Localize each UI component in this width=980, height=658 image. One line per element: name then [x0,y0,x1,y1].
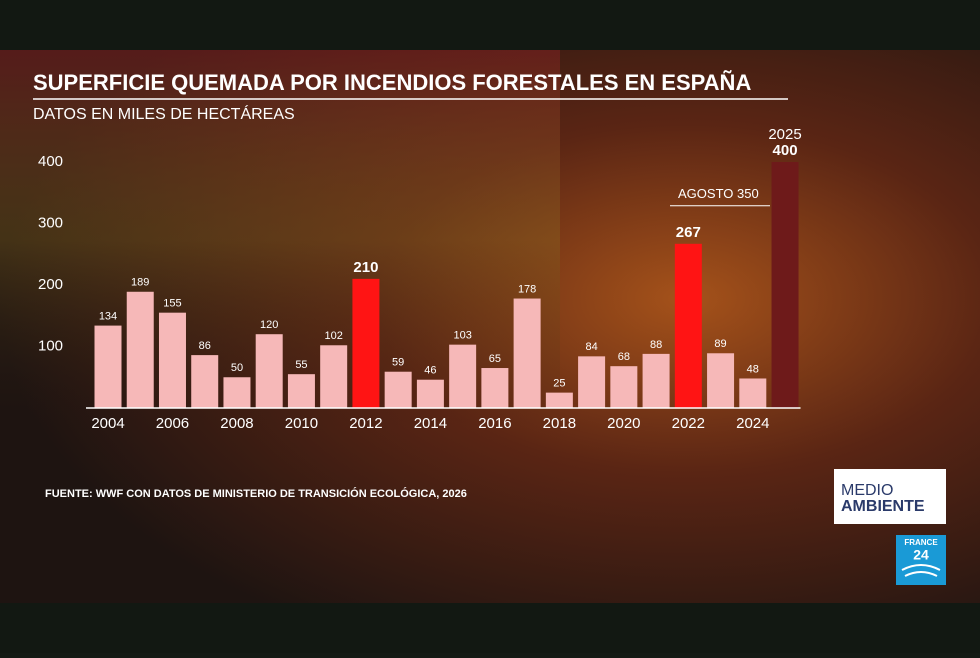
bar [771,162,799,408]
value-label: 59 [392,357,404,369]
value-label: 103 [453,330,471,342]
channel-waves [901,564,941,577]
bar [191,355,219,408]
bar [449,344,477,408]
x-tick-label: 2024 [736,415,769,432]
chart-subtitle: DATOS EN MILES DE HECTÁREAS [33,104,295,123]
bar [255,334,283,408]
bar [352,278,380,408]
annotation-label: AGOSTO 350 [678,186,759,201]
value-label: 178 [518,283,536,295]
x-tick-label: 2008 [220,415,253,432]
bar [610,366,638,408]
x-tick-label: 2014 [414,415,447,432]
section-badge [834,469,946,524]
channel-logo [896,535,946,585]
bar [158,312,186,408]
value-label: 155 [163,298,181,310]
value-label: 267 [676,224,701,241]
value-label: 48 [747,363,759,375]
bar [384,371,412,408]
section-label: MEDIO [841,482,893,499]
value-label: 46 [424,365,436,377]
value-label: 89 [714,338,726,350]
y-tick-label: 300 [38,214,63,231]
bar [513,298,541,408]
value-label: 120 [260,319,278,331]
x-tick-label: 2025 [768,126,801,143]
source-note: FUENTE: WWF CON DATOS DE MINISTERIO DE T… [45,487,467,500]
value-label: 55 [295,359,307,371]
bar [707,353,735,408]
bar [578,356,606,408]
bar [126,291,154,408]
value-label: 84 [585,341,597,353]
x-tick-label: 2004 [91,415,124,432]
value-label: 65 [489,353,501,365]
value-label: 210 [353,259,378,276]
value-label: 189 [131,277,149,289]
bar [739,378,767,408]
bar [287,374,315,408]
x-tick-label: 2022 [672,415,705,432]
x-tick-label: 2016 [478,415,511,432]
value-label: 102 [325,330,343,342]
x-tick-label: 2018 [543,415,576,432]
x-tick-label: 2006 [156,415,189,432]
chart-title: SUPERFICIE QUEMADA POR INCENDIOS FORESTA… [33,70,751,95]
channel-label: 24 [913,547,929,563]
bar [481,368,509,408]
y-tick-label: 100 [38,337,63,354]
bar [94,325,122,408]
value-label: 86 [199,340,211,352]
bar [223,377,251,408]
value-label: 88 [650,339,662,351]
value-label: 25 [553,378,565,390]
bar [674,243,702,408]
bar [416,379,444,408]
x-tick-label: 2010 [285,415,318,432]
channel-label: FRANCE [904,538,938,547]
bar [320,345,348,408]
x-tick-label: 2020 [607,415,640,432]
value-label: 50 [231,362,243,374]
bar [642,353,670,408]
bar [545,392,573,408]
x-tick-label: 2012 [349,415,382,432]
value-label: 68 [618,351,630,363]
y-tick-label: 400 [38,153,63,170]
section-label: AMBIENTE [841,498,925,515]
value-label: 134 [99,310,117,322]
y-tick-label: 200 [38,276,63,293]
value-label: 400 [773,142,798,159]
